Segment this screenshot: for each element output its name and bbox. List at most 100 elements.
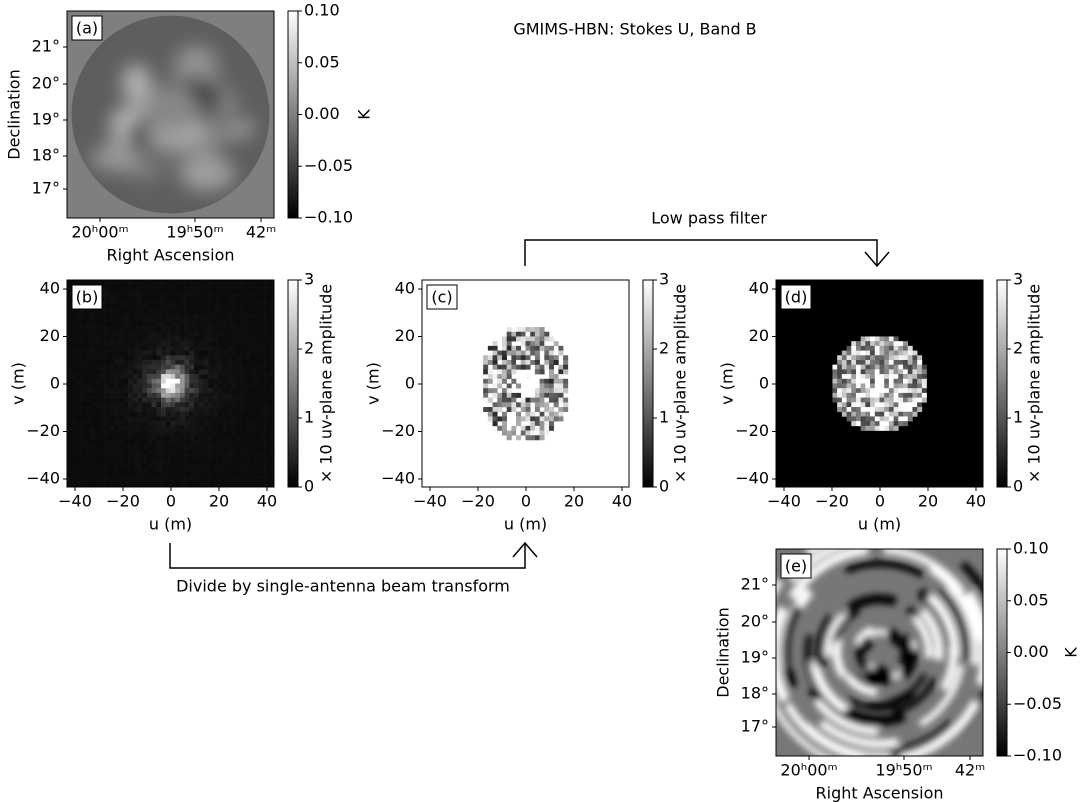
pixel [250,280,255,285]
pixel [142,449,147,454]
pixel [171,435,176,440]
pixel [544,421,549,426]
pixel [227,365,232,370]
pixel [152,355,157,360]
pixel [208,365,213,370]
pixel [161,308,166,313]
pixel [109,445,114,450]
pixel [488,374,493,379]
pixel [114,374,119,379]
pixel [81,336,86,341]
pixel [156,440,161,445]
pixel [832,365,837,370]
pixel [95,351,100,356]
pixel [161,473,166,478]
pixel [232,388,237,393]
pixel [161,346,166,351]
pixel [250,332,255,337]
pixel [250,355,255,360]
y-tick-label: 19° [32,110,60,129]
pixel [95,478,100,483]
pixel [908,369,913,374]
pixel [105,398,110,403]
pixel [265,421,270,426]
pixel [246,336,251,341]
pixel [208,355,213,360]
pixel [875,384,880,389]
pixel [128,435,133,440]
pixel [260,308,265,313]
pixel [189,318,194,323]
y-tick-label: 20 [40,326,60,345]
pixel [502,388,507,393]
pixel [185,304,190,309]
pixel [255,336,260,341]
pixel [86,318,91,323]
pixel [123,313,128,318]
pixel [175,384,180,389]
pixel [889,416,894,421]
pixel [208,440,213,445]
pixel [142,374,147,379]
pixel [175,346,180,351]
pixel [105,360,110,365]
pixel [67,407,72,412]
pixel [865,336,870,341]
pixel [81,365,86,370]
pixel [100,369,105,374]
pixel [232,435,237,440]
pixel [171,445,176,450]
pixel [119,407,124,412]
pixel [246,445,251,450]
pixel [213,416,218,421]
pixel [142,322,147,327]
pixel [180,440,185,445]
pixel [189,280,194,285]
pixel [530,332,535,337]
pixel [511,351,516,356]
pixel [76,360,81,365]
colorbar-tick-label: −0.10 [304,208,353,227]
pixel [109,393,114,398]
pixel [260,416,265,421]
pixel [889,369,894,374]
pixel [241,285,246,290]
pixel [208,426,213,431]
pixel [241,445,246,450]
pixel [526,431,531,436]
pixel [156,445,161,450]
pixel [870,426,875,431]
pixel [213,379,218,384]
pixel [250,402,255,407]
pixel [171,308,176,313]
pixel [232,360,237,365]
pixel [138,402,143,407]
pixel [203,468,208,473]
pixel [133,454,138,459]
pixel [105,416,110,421]
pixel [185,346,190,351]
pixel [236,332,241,337]
pixel [76,384,81,389]
pixel [156,459,161,464]
pixel [227,459,232,464]
pixel [218,402,223,407]
pixel [236,468,241,473]
pixel [189,473,194,478]
pixel [875,360,880,365]
pixel [493,351,498,356]
pixel [203,398,208,403]
pixel [72,402,77,407]
pixel [156,426,161,431]
pixel [894,341,899,346]
pixel [138,468,143,473]
colorbar-tick-label: 3 [304,270,314,289]
pixel [105,379,110,384]
pixel [497,384,502,389]
pixel [199,360,204,365]
pixel [488,388,493,393]
pixel [138,440,143,445]
pixel [105,318,110,323]
pixel [884,402,889,407]
pixel [884,365,889,370]
